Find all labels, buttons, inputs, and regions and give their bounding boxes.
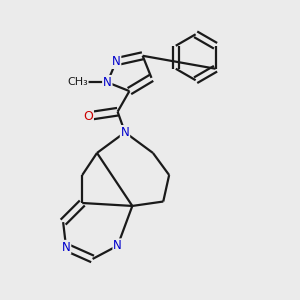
Text: N: N	[121, 126, 129, 139]
Text: N: N	[113, 239, 122, 252]
Text: N: N	[62, 241, 70, 254]
Text: N: N	[112, 55, 121, 68]
Text: O: O	[83, 110, 93, 123]
Text: N: N	[103, 76, 112, 89]
Text: CH₃: CH₃	[68, 77, 88, 87]
